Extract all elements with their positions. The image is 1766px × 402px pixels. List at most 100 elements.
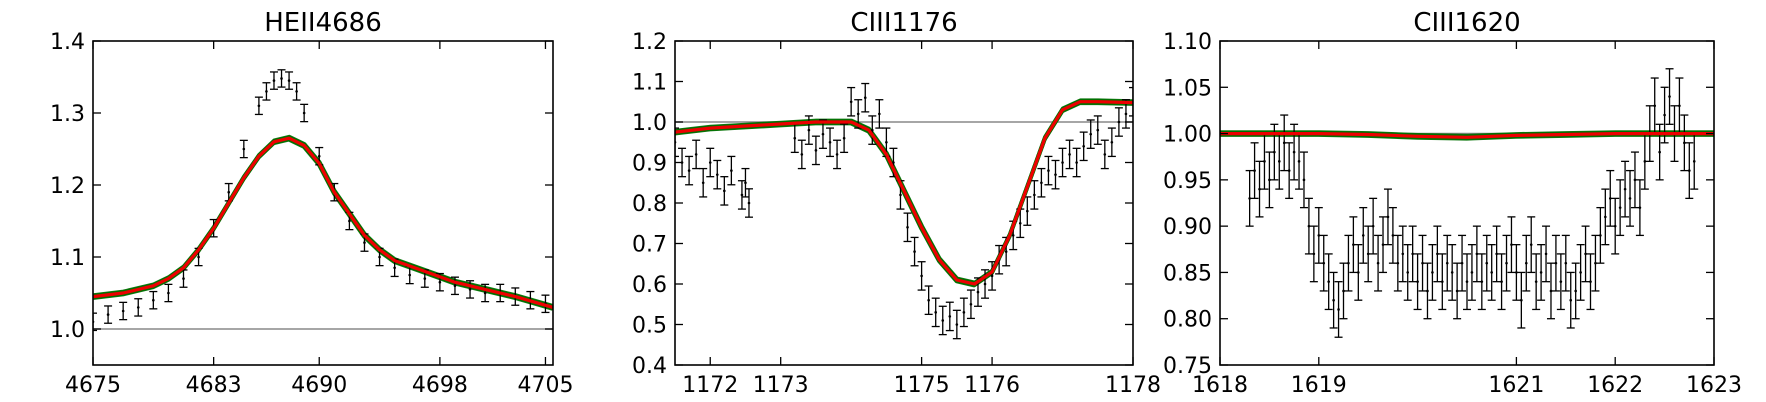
- data-point: [1465, 280, 1469, 283]
- data-point: [1495, 252, 1498, 256]
- data-point: [1337, 308, 1340, 311]
- data-point: [1075, 161, 1078, 164]
- data-point: [708, 161, 712, 164]
- data-point: [483, 291, 487, 295]
- data-point: [1643, 160, 1647, 163]
- data-point: [1431, 271, 1434, 274]
- data-point: [941, 319, 945, 322]
- x-tick-label: 1176: [964, 373, 1020, 398]
- data-point: [182, 277, 185, 280]
- data-point: [969, 302, 973, 306]
- chart-title: CIII1176: [850, 8, 957, 38]
- best-fit-line: [675, 100, 1133, 286]
- data-point: [740, 193, 744, 197]
- data-point: [363, 241, 366, 244]
- data-point: [1411, 252, 1414, 256]
- data-point: [730, 169, 733, 172]
- data-point: [287, 79, 291, 82]
- data-point: [1520, 298, 1523, 302]
- data-point: [821, 132, 825, 136]
- x-tick-label: 4683: [186, 373, 242, 398]
- data-point: [1332, 298, 1335, 302]
- y-tick-label: 0.7: [632, 233, 667, 258]
- data-point: [1253, 169, 1256, 172]
- data-point: [1529, 243, 1533, 246]
- x-tick-label: 1178: [1105, 373, 1161, 398]
- data-point: [1061, 161, 1064, 164]
- data-point: [121, 309, 125, 313]
- data-point: [408, 273, 412, 277]
- data-point: [1470, 271, 1474, 274]
- data-point: [1608, 197, 1612, 200]
- data-point: [1594, 261, 1597, 265]
- y-tick-label: 0.80: [1163, 308, 1212, 333]
- data-point: [1386, 215, 1390, 219]
- data-point: [197, 255, 200, 259]
- data-point: [1054, 173, 1057, 176]
- data-point: [955, 323, 959, 326]
- data-point: [899, 193, 902, 197]
- data-point: [1248, 197, 1251, 200]
- best-fit-line: [93, 136, 553, 309]
- y-tick-label: 1.1: [632, 71, 667, 96]
- data-point: [948, 315, 952, 318]
- data-point: [1559, 280, 1563, 283]
- data-point: [1089, 132, 1093, 136]
- x-tick-label: 1173: [753, 373, 809, 398]
- data-point: [1371, 224, 1375, 228]
- data-point: [863, 96, 867, 99]
- data-point: [842, 136, 846, 140]
- y-tick-label: 1.0: [50, 318, 85, 343]
- data-point: [302, 111, 306, 115]
- data-point: [272, 79, 276, 82]
- data-point: [885, 140, 888, 144]
- x-tick-label: 4705: [517, 373, 573, 398]
- data-point: [1082, 145, 1085, 148]
- data-point: [715, 173, 719, 176]
- data-point: [265, 90, 268, 93]
- x-tick-label: 4698: [412, 373, 468, 398]
- data-point: [1599, 234, 1602, 237]
- plot-area: [1220, 68, 1714, 338]
- data-point: [1663, 113, 1666, 117]
- y-tick-label: 0.9: [632, 152, 667, 177]
- data-point: [242, 147, 246, 151]
- data-point: [1633, 178, 1637, 182]
- data-point: [1040, 181, 1043, 185]
- y-tick-label: 1.3: [50, 102, 85, 127]
- x-tick-label: 4675: [65, 373, 121, 398]
- data-point: [976, 290, 980, 294]
- data-point: [1436, 252, 1439, 256]
- data-point: [744, 181, 747, 185]
- data-point: [317, 154, 321, 158]
- data-point: [1292, 150, 1296, 154]
- data-point: [1549, 289, 1553, 293]
- data-point: [1623, 187, 1627, 191]
- data-point: [1416, 280, 1419, 283]
- data-point: [687, 169, 691, 172]
- data-point: [1510, 243, 1513, 246]
- data-point: [1117, 120, 1121, 124]
- data-point: [1347, 261, 1350, 265]
- chart-title: HEII4686: [264, 8, 381, 38]
- data-point: [870, 128, 874, 132]
- data-point: [800, 153, 804, 156]
- x-tick-label: 1623: [1686, 373, 1742, 398]
- data-point: [1352, 243, 1355, 246]
- data-point: [701, 181, 705, 185]
- y-tick-label: 0.4: [632, 354, 667, 379]
- data-point: [1683, 141, 1686, 145]
- chart-panel-3: 0.75 0.80 0.85 0.90 0.95 1.00 1.05 1.10 1618 1619…: [1163, 8, 1742, 398]
- y-tick-label: 0.6: [632, 273, 667, 298]
- data-point: [1653, 104, 1657, 108]
- data-point: [1579, 271, 1582, 274]
- data-point: [1574, 289, 1577, 293]
- x-tick-label: 1619: [1291, 373, 1347, 398]
- data-point: [1263, 160, 1266, 163]
- data-point: [1515, 271, 1518, 274]
- data-point: [1426, 289, 1429, 293]
- data-point: [1569, 298, 1573, 302]
- data-point: [438, 280, 442, 284]
- data-point: [920, 274, 923, 278]
- data-point: [1302, 178, 1306, 182]
